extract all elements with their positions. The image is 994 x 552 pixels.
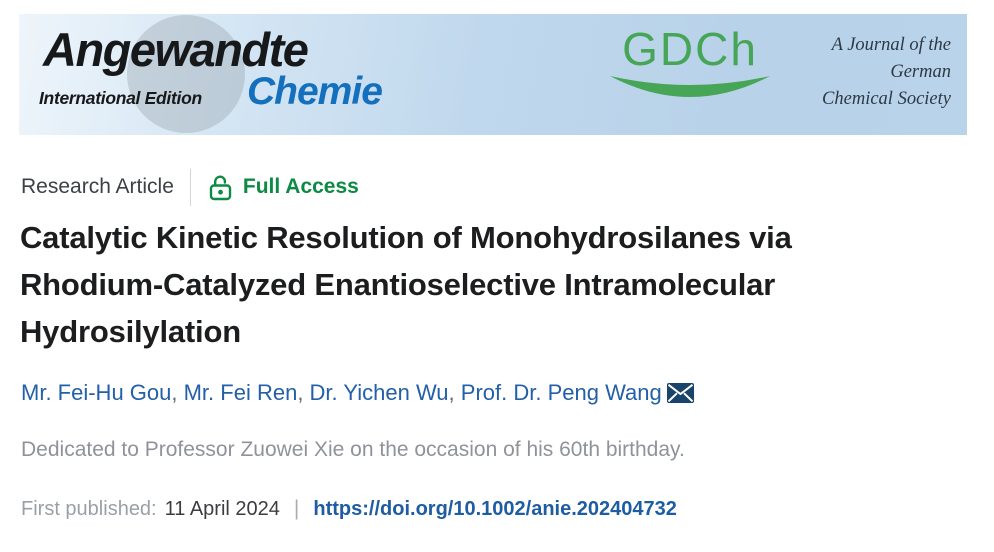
author-separator: , [297, 380, 310, 405]
tagline-line: German [890, 62, 951, 82]
published-divider: | [293, 497, 300, 520]
title-line: Rhodium-Catalyzed Enantioselective Intra… [20, 267, 776, 302]
banner-circle-decoration [127, 15, 245, 133]
brand-edition: International Edition [39, 88, 202, 108]
doi-link[interactable]: https://doi.org/10.1002/anie.202404732 [313, 498, 677, 520]
author-link[interactable]: Dr. Yichen Wu [309, 380, 449, 405]
author-separator: , [171, 380, 184, 405]
first-published-date: 11 April 2024 [164, 498, 280, 520]
publication-info-row: First published: 11 April 2024 | https:/… [21, 497, 677, 521]
author-link[interactable]: Prof. Dr. Peng Wang [460, 380, 662, 405]
author-list: Mr. Fei-Hu Gou, Mr. Fei Ren, Dr. Yichen … [21, 380, 694, 406]
gdch-logo: GDCh [604, 26, 776, 103]
first-published-label: First published: [21, 498, 157, 520]
tagline-line: Chemical Society [822, 89, 951, 109]
gdch-bowl-icon [610, 76, 770, 97]
envelope-icon[interactable] [666, 383, 694, 403]
article-type-label: Research Article [21, 175, 174, 198]
gdch-label: GDCh [622, 23, 758, 75]
access-status-badge: Full Access [242, 175, 359, 198]
brand-chemie: Chemie [247, 70, 383, 113]
journal-tagline: A Journal of the German Chemical Society [822, 32, 951, 113]
journal-banner[interactable]: Angewandte International Edition Chemie … [19, 14, 967, 135]
dedication-text: Dedicated to Professor Zuowei Xie on the… [21, 438, 685, 461]
author-separator: , [448, 380, 461, 405]
author-link[interactable]: Mr. Fei Ren [183, 380, 298, 405]
author-link[interactable]: Mr. Fei-Hu Gou [21, 380, 172, 405]
title-line: Catalytic Kinetic Resolution of Monohydr… [20, 220, 792, 255]
meta-divider [189, 168, 191, 206]
tagline-line: A Journal of the [831, 35, 951, 55]
open-lock-icon [209, 175, 232, 201]
brand-name: Angewandte [43, 23, 309, 76]
article-meta-row: Research Article Full Access [21, 168, 359, 206]
title-line: Hydrosilylation [20, 314, 241, 349]
article-title: Catalytic Kinetic Resolution of Monohydr… [20, 214, 950, 355]
